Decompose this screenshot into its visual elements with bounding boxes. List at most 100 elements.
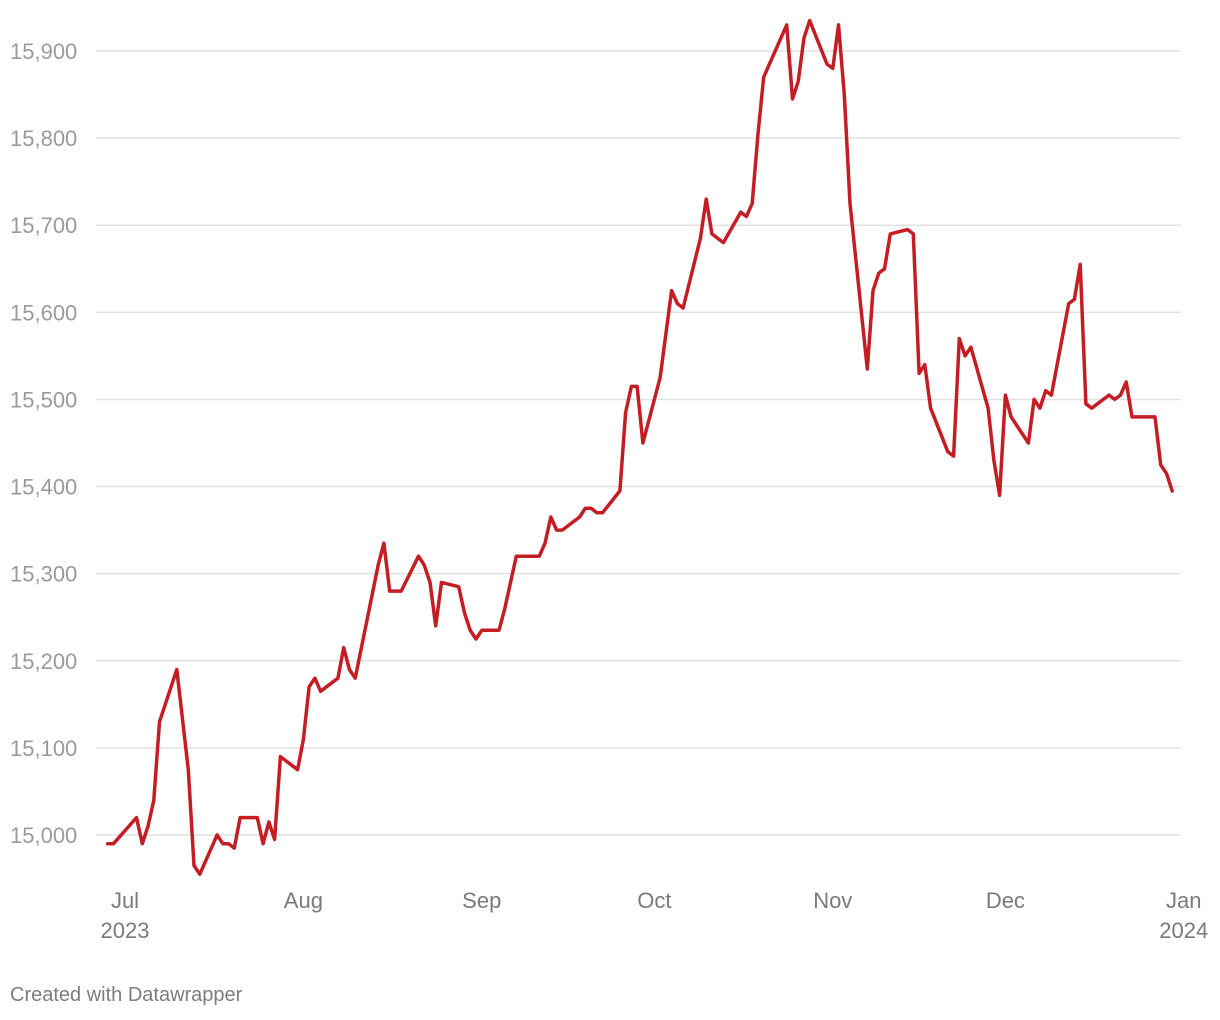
data-point [842,93,846,97]
data-point [152,798,156,802]
data-point [1078,262,1082,266]
data-point [911,232,915,236]
data-point [986,406,990,410]
data-point [278,755,282,759]
gridlines [96,50,1181,836]
x-tick-label: Oct [637,888,671,913]
y-tick-label: 15,900 [10,39,77,64]
data-point [232,846,236,850]
series-layer [105,18,1174,876]
data-point [267,820,271,824]
data-point [273,837,277,841]
data-point [388,589,392,593]
data-point [865,367,869,371]
data-point [135,816,139,820]
data-point [796,80,800,84]
data-point [336,676,340,680]
data-point [710,232,714,236]
data-point [255,816,259,820]
data-point [848,201,852,205]
data-point [342,646,346,650]
data-point [963,354,967,358]
data-point [1067,302,1071,306]
data-point [301,737,305,741]
data-point [514,554,518,558]
data-point [480,628,484,632]
data-point [238,816,242,820]
data-point [497,628,501,632]
data-point [106,842,110,846]
data-point [537,554,541,558]
data-point [457,585,461,589]
data-point [578,515,582,519]
y-tick-label: 15,500 [10,387,77,412]
data-point [618,489,622,493]
data-point [670,289,674,293]
data-point [681,306,685,310]
data-point [422,563,426,567]
data-point [1084,402,1088,406]
data-point [313,676,317,680]
data-point [353,676,357,680]
data-point [957,337,961,341]
data-point [641,441,645,445]
data-point [1113,397,1117,401]
y-axis-tick-labels: 15,000 15,100 15,200 15,300 15,400 15,500 15,6… [10,39,77,848]
data-point [917,371,921,375]
data-point [888,232,892,236]
data-point [560,528,564,532]
data-point [698,236,702,240]
data-point [175,668,179,672]
data-point [808,19,812,23]
datawrapper-credit: Created with Datawrapper [10,984,243,1006]
data-point [883,267,887,271]
data-point [923,363,927,367]
data-point [549,515,553,519]
data-point [198,872,202,876]
data-point [319,689,323,693]
data-point [1044,389,1048,393]
data-point [399,589,403,593]
data-point [969,345,973,349]
data-point [831,66,835,70]
data-point [1159,463,1163,467]
data-point [261,842,265,846]
line-chart: 15,000 15,100 15,200 15,300 15,400 15,500 15,6… [10,18,1209,943]
data-point [762,75,766,79]
data-point [382,541,386,545]
data-point [158,720,162,724]
data-point [215,833,219,837]
data-point [785,23,789,27]
x-tick-label: Nov [813,888,852,913]
data-point [946,450,950,454]
data-point [307,685,311,689]
x-axis-tick-labels: Jul 2023 Aug Sep Oct Nov Dec Jan 2024 [101,888,1209,943]
data-point [750,201,754,205]
data-point [583,506,587,510]
y-tick-label: 15,400 [10,475,77,500]
data-point [296,768,300,772]
data-point [468,628,472,632]
data-point [503,607,507,611]
data-point [1090,406,1094,410]
y-tick-label: 15,200 [10,649,77,674]
data-point [1119,393,1123,397]
data-point [871,289,875,293]
data-point [1003,393,1007,397]
data-point [146,824,150,828]
data-point [998,493,1002,497]
data-point [877,271,881,275]
data-point [186,768,190,772]
data-point [1049,393,1053,397]
data-point [929,406,933,410]
data-point [658,376,662,380]
x-tick-label: Sep [462,888,501,913]
data-point [1026,441,1030,445]
data-point [721,241,725,245]
x-tick-label: Dec [986,888,1025,913]
data-point [474,637,478,641]
data-point [227,842,231,846]
y-tick-label: 15,000 [10,823,77,848]
data-point [1032,397,1036,401]
data-point [791,97,795,101]
